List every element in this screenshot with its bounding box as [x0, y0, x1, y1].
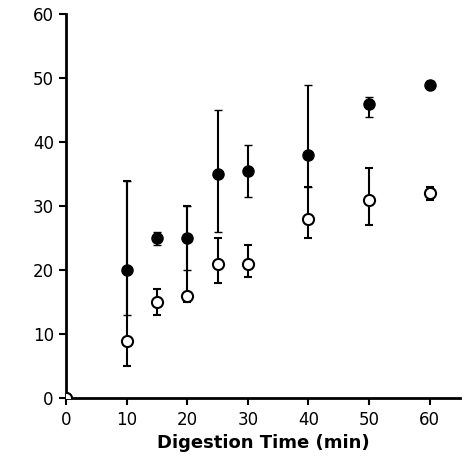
X-axis label: Digestion Time (min): Digestion Time (min) — [157, 434, 369, 452]
